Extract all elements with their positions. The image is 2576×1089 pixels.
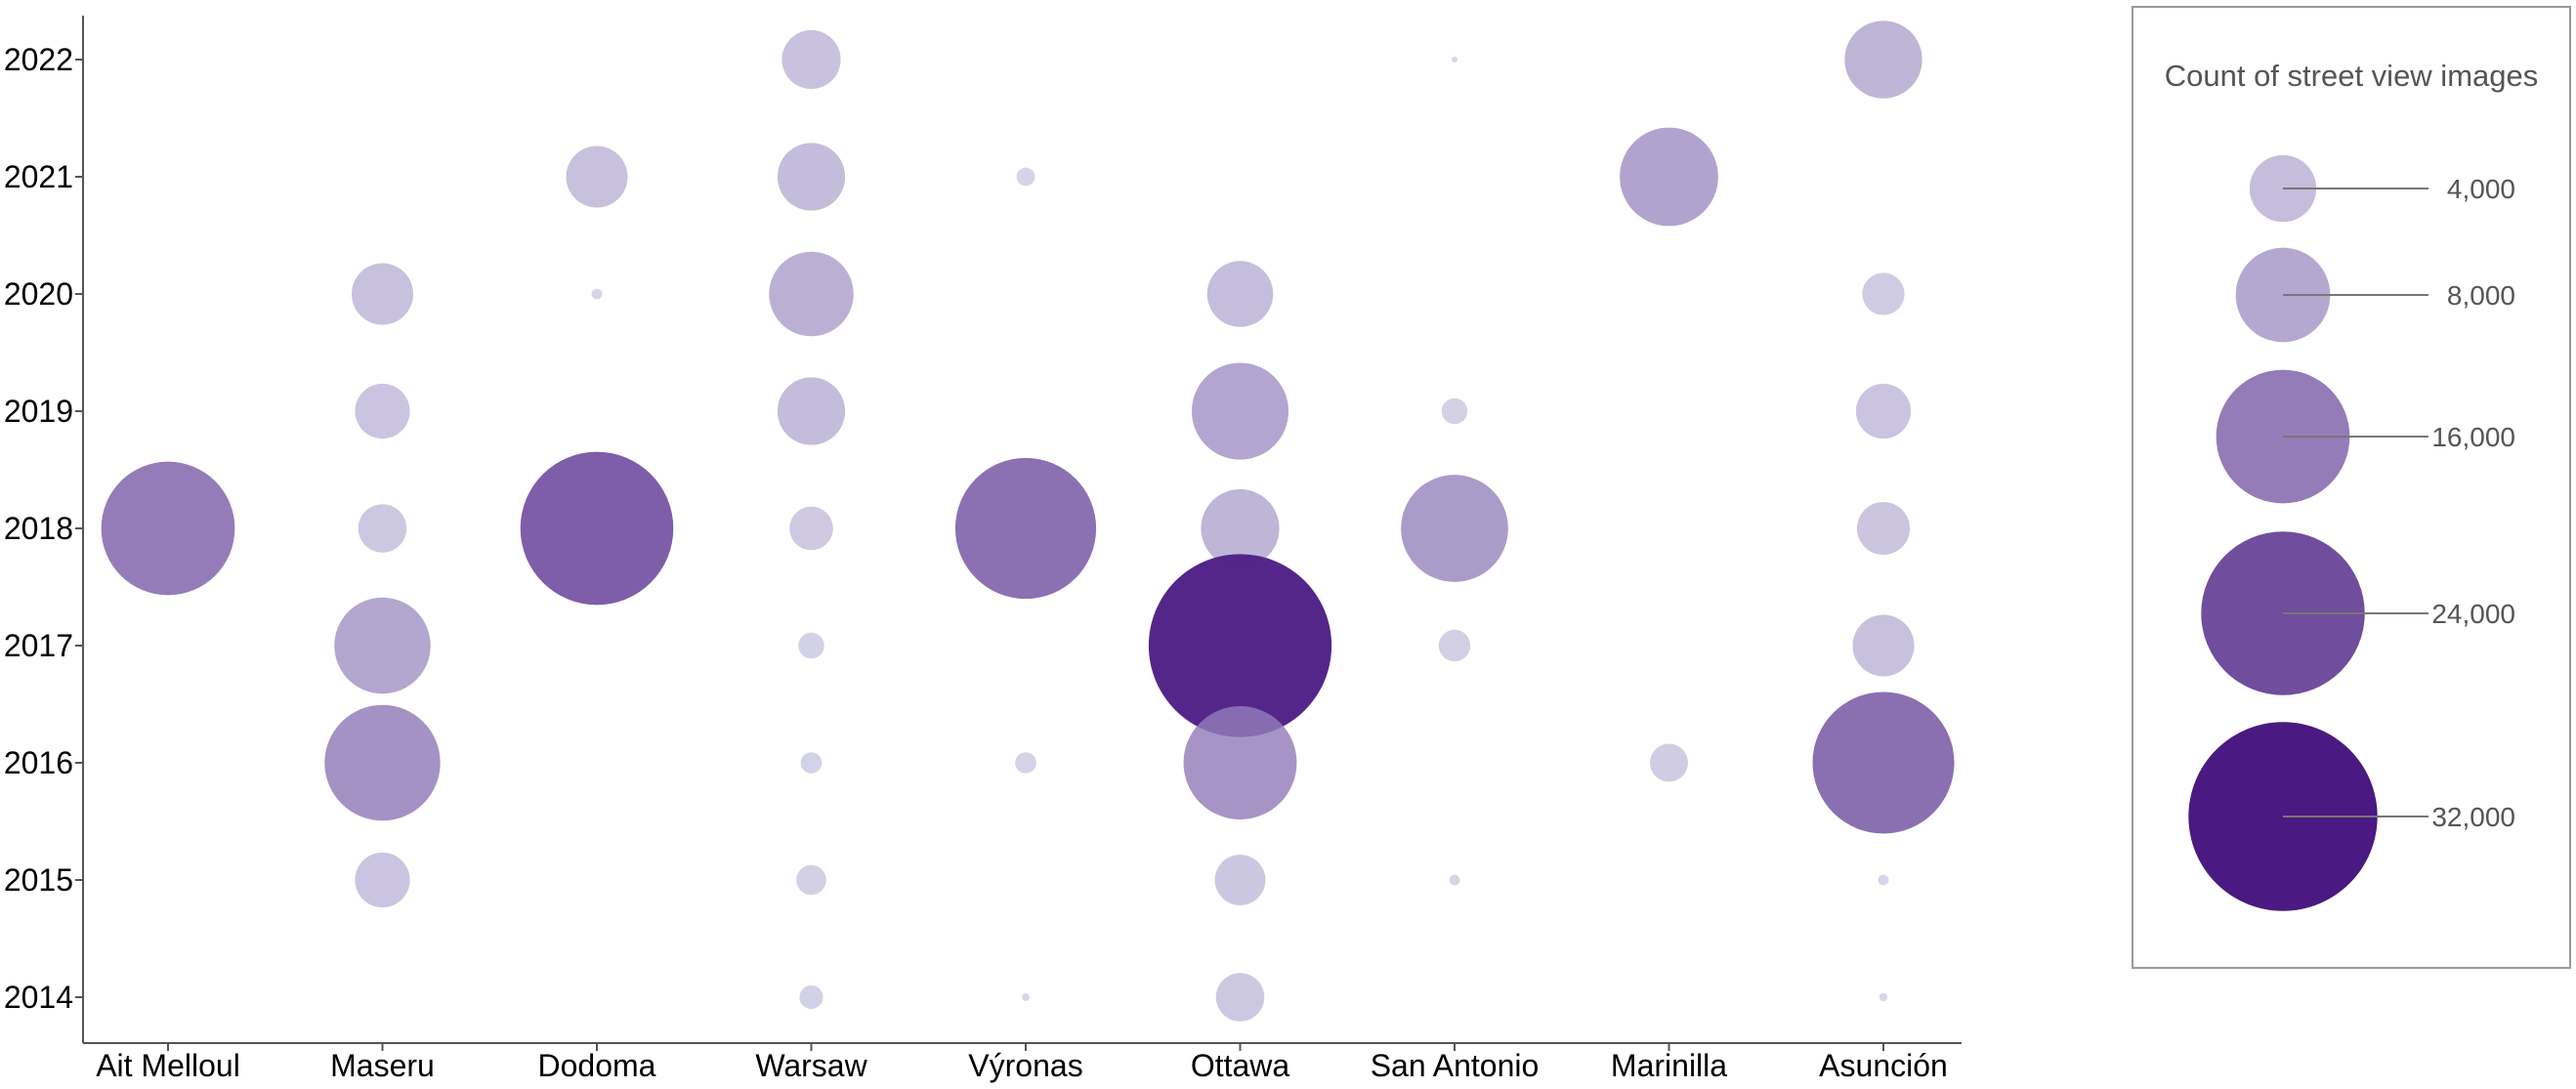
- bubble-point: [800, 752, 823, 774]
- bubble-point: [1452, 57, 1457, 63]
- bubble-point: [777, 143, 846, 211]
- size-legend: Count of street view images 4,000 8,000 16…: [2132, 6, 2571, 969]
- bubble-point: [1191, 362, 1289, 460]
- y-tick-label: 2017: [4, 628, 73, 663]
- x-tick-label: Marinilla: [1611, 1048, 1727, 1083]
- legend-label: 8,000: [2447, 280, 2515, 311]
- legend-label: 4,000: [2447, 174, 2515, 204]
- bubble-point: [1812, 691, 1955, 834]
- bubble-point: [1438, 629, 1471, 662]
- bubble-point: [1620, 127, 1718, 227]
- bubble-point: [781, 29, 841, 90]
- bubble-point: [591, 288, 603, 300]
- bubble-point: [324, 704, 441, 821]
- y-tick-label: 2018: [4, 511, 73, 546]
- bubble-point: [1856, 501, 1911, 556]
- bubble-point: [1844, 21, 1922, 99]
- bubble-point: [351, 263, 414, 325]
- bubble-point: [1852, 614, 1915, 677]
- bubble-point: [789, 506, 833, 551]
- y-tick-label: 2014: [4, 980, 73, 1015]
- bubble-point: [1214, 855, 1266, 905]
- bubble-point: [769, 251, 854, 337]
- legend-label: 16,000: [2431, 422, 2515, 452]
- bubble-point: [1015, 752, 1036, 774]
- y-tick-label: 2021: [4, 159, 73, 194]
- x-tick-label: Maseru: [330, 1048, 435, 1083]
- bubble-point: [101, 461, 235, 596]
- bubble-point: [1215, 973, 1265, 1022]
- legend-items: 4,000 8,000 16,000 24,000 32,000: [2188, 154, 2515, 911]
- legend-title: Count of street view images: [2165, 59, 2539, 93]
- x-tick-label: Dodoma: [538, 1048, 656, 1083]
- bubble-point: [355, 852, 410, 908]
- bubble-point: [777, 377, 846, 445]
- bubble-point: [799, 984, 823, 1010]
- bubble-point: [1206, 261, 1274, 327]
- x-ticks: Ait Melloul Maseru Dodoma Warsaw Výronas Otta…: [96, 1043, 1948, 1083]
- y-ticks: 2014 2015 2016 2017 2018 2019 2020 2021 2022: [4, 42, 83, 1015]
- bubble-point: [566, 146, 628, 208]
- bubble-point: [1016, 167, 1035, 187]
- bubble-point: [1201, 488, 1280, 568]
- x-tick-label: Ottawa: [1191, 1048, 1290, 1083]
- x-tick-label: Warsaw: [755, 1048, 867, 1083]
- bubble-point: [1401, 475, 1508, 582]
- bubble-point: [1441, 398, 1468, 425]
- x-tick-label: Výronas: [968, 1048, 1082, 1083]
- bubble-point: [1183, 706, 1297, 819]
- bubble-point: [1879, 992, 1888, 1002]
- bubble-point: [520, 451, 674, 606]
- bubble-point: [1855, 383, 1912, 440]
- y-tick-label: 2015: [4, 862, 73, 898]
- bubble-point: [1148, 554, 1332, 737]
- bubble-point: [798, 632, 824, 659]
- x-tick-label: San Antonio: [1371, 1048, 1540, 1083]
- bubble-point: [1449, 874, 1460, 886]
- bubble-point: [954, 457, 1097, 600]
- bubble-point: [355, 383, 410, 440]
- x-tick-label: Ait Melloul: [96, 1048, 240, 1083]
- bubble-point: [1862, 272, 1905, 315]
- bubble-point: [1022, 993, 1030, 1001]
- y-tick-label: 2019: [4, 394, 73, 429]
- bubble-point: [796, 864, 826, 896]
- bubble-point: [1878, 874, 1889, 886]
- y-tick-label: 2016: [4, 745, 73, 780]
- legend-label: 32,000: [2431, 802, 2515, 832]
- bubble-point: [1650, 743, 1688, 782]
- x-tick-label: Asunción: [1819, 1048, 1948, 1083]
- legend-label: 24,000: [2431, 599, 2515, 629]
- y-tick-label: 2022: [4, 42, 73, 77]
- bubble-layer: [101, 21, 1955, 1022]
- bubble-point: [358, 504, 407, 553]
- y-tick-label: 2020: [4, 276, 73, 312]
- bubble-point: [334, 597, 431, 694]
